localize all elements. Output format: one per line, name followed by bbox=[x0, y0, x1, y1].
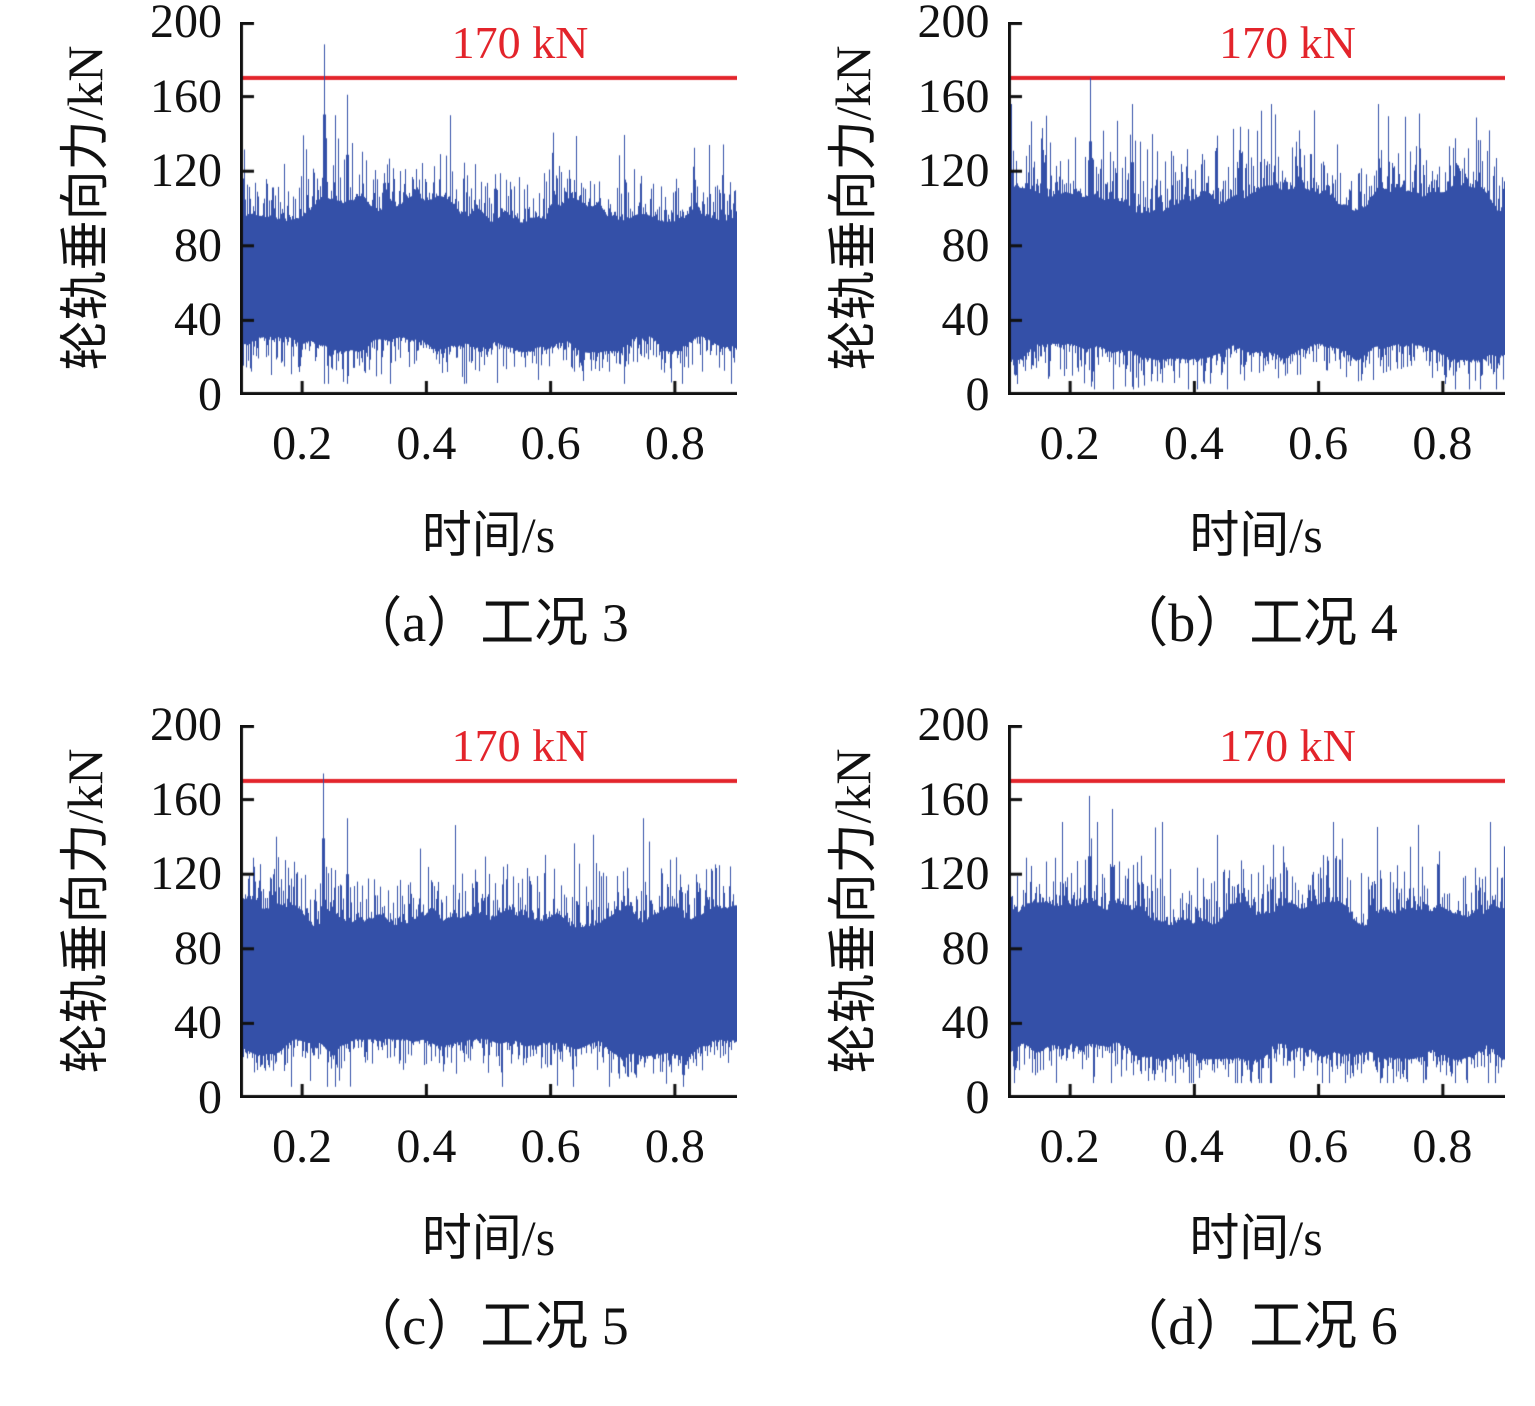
x-tick-label: 0.6 bbox=[520, 417, 581, 470]
x-tick-label: 0.6 bbox=[520, 1120, 581, 1173]
x-tick-label: 0.2 bbox=[1039, 417, 1100, 470]
threshold-line-label: 170 kN bbox=[1219, 17, 1356, 68]
y-tick-label: 200 bbox=[150, 698, 222, 751]
threshold-line-label: 170 kN bbox=[1219, 720, 1356, 771]
y-tick-label: 80 bbox=[941, 218, 990, 272]
x-tick-label: 0.8 bbox=[644, 417, 705, 470]
threshold-line-label: 170 kN bbox=[451, 17, 589, 68]
x-axis-title: 时间/s bbox=[421, 1210, 556, 1266]
subplot-caption: （d）工况 6 bbox=[1114, 1296, 1398, 1356]
x-tick-label: 0.8 bbox=[644, 1120, 705, 1173]
chart-cell-c: 轮轨垂向力/kN 170 kN 时间/s （c）工况 5 0 40 80 120 160… bbox=[0, 698, 768, 1406]
x-tick-label: 0.2 bbox=[272, 1120, 333, 1173]
signal-plot-canvas bbox=[240, 22, 737, 395]
x-tick-label: 0.4 bbox=[396, 417, 457, 470]
y-tick-label: 40 bbox=[174, 293, 222, 347]
subplot-caption: （a）工况 3 bbox=[348, 593, 629, 653]
y-tick-label: 120 bbox=[917, 847, 990, 901]
y-tick-label: 80 bbox=[941, 921, 990, 975]
chart-cell-b: 轮轨垂向力/kN 170 kN 时间/s （b）工况 4 0 40 80 120 160… bbox=[768, 0, 1535, 703]
x-tick-label: 0.6 bbox=[1288, 417, 1349, 470]
y-tick-label: 0 bbox=[198, 368, 222, 421]
signal-plot-canvas bbox=[1007, 22, 1505, 395]
y-tick-label: 80 bbox=[174, 218, 222, 272]
x-tick-label: 0.8 bbox=[1412, 417, 1473, 470]
y-tick-label: 0 bbox=[198, 1071, 222, 1124]
x-tick-label: 0.4 bbox=[396, 1120, 457, 1173]
x-tick-label: 0.6 bbox=[1288, 1120, 1349, 1173]
y-tick-label: 40 bbox=[941, 996, 990, 1050]
y-tick-label: 160 bbox=[150, 772, 222, 826]
y-tick-label: 120 bbox=[917, 144, 990, 198]
x-tick-label: 0.2 bbox=[272, 417, 333, 470]
x-tick-label: 0.8 bbox=[1412, 1120, 1473, 1173]
signal-plot-canvas bbox=[240, 725, 737, 1098]
x-axis-title: 时间/s bbox=[1189, 507, 1323, 563]
y-tick-label: 80 bbox=[174, 921, 222, 975]
signal-plot-canvas bbox=[1007, 725, 1505, 1098]
x-tick-label: 0.2 bbox=[1039, 1120, 1100, 1173]
y-tick-label: 160 bbox=[917, 772, 990, 826]
chart-cell-a: 轮轨垂向力/kN 170 kN 时间/s （a）工况 3 0 40 80 120 160… bbox=[0, 0, 768, 703]
y-tick-label: 120 bbox=[150, 144, 222, 198]
y-tick-label: 200 bbox=[150, 0, 222, 48]
x-tick-label: 0.4 bbox=[1163, 1120, 1224, 1173]
y-tick-label: 160 bbox=[150, 69, 222, 123]
y-tick-label: 40 bbox=[941, 293, 990, 347]
chart-cell-d: 轮轨垂向力/kN 170 kN 时间/s （d）工况 6 0 40 80 120 160… bbox=[768, 698, 1535, 1406]
threshold-line-label: 170 kN bbox=[451, 720, 589, 771]
y-tick-label: 200 bbox=[917, 698, 990, 751]
subplot-caption: （c）工况 5 bbox=[348, 1296, 629, 1356]
x-axis-title: 时间/s bbox=[1189, 1210, 1323, 1266]
y-tick-label: 0 bbox=[965, 368, 990, 421]
y-tick-label: 200 bbox=[917, 0, 990, 48]
x-axis-title: 时间/s bbox=[421, 507, 556, 563]
y-tick-label: 160 bbox=[917, 69, 990, 123]
subplot-caption: （b）工况 4 bbox=[1114, 593, 1398, 653]
y-tick-label: 120 bbox=[150, 847, 222, 901]
y-tick-label: 0 bbox=[965, 1071, 990, 1124]
x-tick-label: 0.4 bbox=[1163, 417, 1224, 470]
y-tick-label: 40 bbox=[174, 996, 222, 1050]
